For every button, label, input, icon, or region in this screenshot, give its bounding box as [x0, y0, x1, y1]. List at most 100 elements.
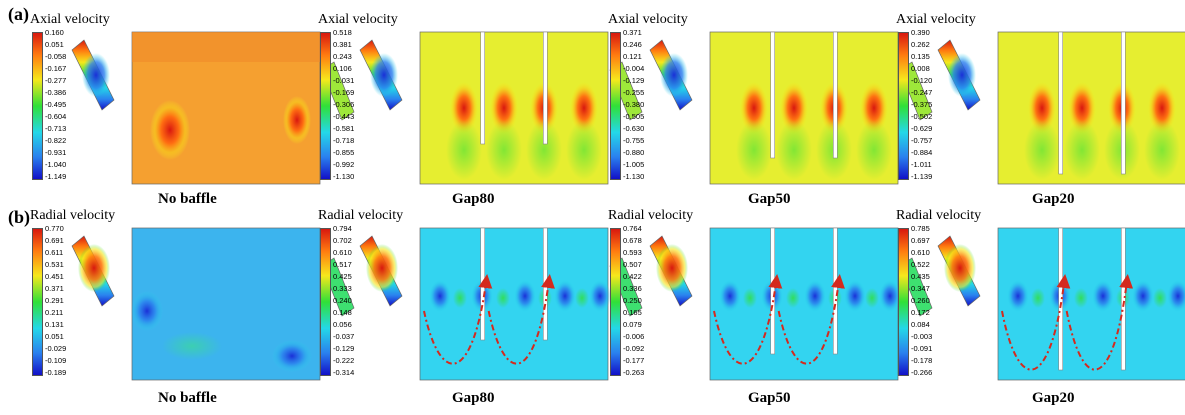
flow-region	[566, 120, 602, 180]
colorbar-tick-label: -0.992	[333, 160, 355, 169]
colorbar-tick-label: -0.263	[623, 368, 645, 377]
panel-axial-gap80: Axial velocity 0.518 0.381 0.243 0.106 -0.031…	[318, 12, 643, 202]
colorbar-tick-label: 0.764	[623, 224, 642, 233]
colorbar-tick-label: -0.443	[333, 112, 355, 121]
colorbar-tick-label: 0.135	[911, 52, 930, 61]
colorbar-tick-label: -0.306	[333, 100, 355, 109]
colorbar-tick-label: -0.277	[45, 76, 67, 85]
colorbar-tick-label: 0.531	[45, 260, 64, 269]
colorbar-tick-label: -0.718	[333, 136, 355, 145]
colorbar-tick-label: -0.037	[333, 332, 355, 341]
flow-region	[1153, 288, 1167, 308]
colorbar-tick-label: -0.630	[623, 124, 645, 133]
inlet-jet	[82, 53, 110, 97]
colorbar-tick-label: 0.371	[623, 28, 642, 37]
colorbar-tick-label: -1.005	[623, 160, 645, 169]
colorbar	[320, 228, 331, 376]
colorbar-tick-label: 0.691	[45, 236, 64, 245]
colorbar-tick-label: 0.610	[911, 248, 930, 257]
colorbar-tick-label: 0.381	[333, 40, 352, 49]
flow-region	[1144, 120, 1180, 180]
flow-region	[162, 332, 222, 360]
colorbar-tick-label: -0.058	[45, 52, 67, 61]
colorbar-tick-label: 0.333	[333, 284, 352, 293]
baffle	[770, 31, 775, 159]
panel-radial-none: Radial velocity 0.770 0.691 0.611 0.531 0.451…	[30, 208, 355, 398]
row-label-b: (b)	[8, 207, 30, 227]
colorbar-tick-label: -0.375	[911, 100, 933, 109]
vortex-core	[1132, 280, 1154, 312]
flow-region	[575, 288, 589, 308]
vortex-core	[131, 291, 163, 331]
tank-domain	[997, 227, 1185, 381]
vortex-core	[719, 280, 741, 312]
inlet-jet	[944, 244, 976, 292]
vortex-core	[844, 280, 866, 312]
contour-plot	[937, 216, 1185, 386]
colorbar-tick-label: -0.884	[911, 148, 933, 157]
colorbar-tick-label: 0.507	[623, 260, 642, 269]
baffle	[833, 31, 838, 159]
color-legend: 0.160 0.051 -0.058 -0.167 -0.277 -0.386 -0.495…	[32, 29, 84, 182]
panel-caption: Gap20	[1032, 390, 1075, 406]
panel-axial-none: Axial velocity 0.160 0.051 -0.058 -0.167 -0.2…	[30, 12, 355, 202]
colorbar-tick-label: 0.121	[623, 52, 642, 61]
colorbar-tick-label: 0.165	[623, 308, 642, 317]
colorbar	[32, 32, 43, 180]
colorbar-tick-label: -0.502	[911, 112, 933, 121]
panel-radial-gap50: Radial velocity 0.764 0.678 0.593 0.507 0.422…	[608, 208, 933, 398]
baffle	[480, 31, 485, 145]
colorbar-tick-label: 0.347	[911, 284, 930, 293]
colorbar-tick-label: 0.131	[45, 320, 64, 329]
vortex-core	[150, 100, 190, 160]
vortex-core	[780, 82, 808, 134]
panel-radial-gap80: Radial velocity 0.794 0.702 0.610 0.517 0.425…	[318, 208, 643, 398]
vortex-core	[1028, 82, 1056, 134]
flow-arrow	[487, 274, 555, 365]
color-legend: 0.785 0.697 0.610 0.522 0.435 0.347 0.260 0.172…	[898, 225, 950, 378]
vortex-core	[740, 82, 768, 134]
colorbar-tick-label: 0.148	[333, 308, 352, 317]
colorbar-tick-label: 0.678	[623, 236, 642, 245]
vortex-core	[804, 280, 826, 312]
colorbar-tick-label: 0.371	[45, 284, 64, 293]
vortex-core	[1167, 280, 1185, 312]
colorbar-tick-label: -0.880	[623, 148, 645, 157]
colorbar-tick-label: 0.051	[45, 40, 64, 49]
colorbar-tick-label: 0.336	[623, 284, 642, 293]
flow-arrow	[1065, 274, 1134, 371]
vortex-core	[1068, 82, 1096, 134]
colorbar-tick-label: 0.593	[623, 248, 642, 257]
flow-region	[486, 120, 522, 180]
panel-title: Radial velocity	[318, 208, 404, 223]
color-legend: 0.518 0.381 0.243 0.106 -0.031 -0.169 -0.306 -0…	[320, 29, 372, 182]
panel-title: Axial velocity	[896, 12, 976, 27]
colorbar-tick-label: 0.211	[45, 308, 64, 317]
vortex-core	[570, 82, 598, 134]
colorbar	[898, 228, 909, 376]
colorbar-tick-label: 0.517	[333, 260, 352, 269]
colorbar-tick-label: -0.129	[623, 76, 645, 85]
colorbar-tick-label: 0.425	[333, 272, 352, 281]
flow-region	[865, 288, 879, 308]
panel-title: Radial velocity	[608, 208, 694, 223]
colorbar-tick-label: 0.610	[333, 248, 352, 257]
colorbar-tick-label: 0.291	[45, 296, 64, 305]
color-legend: 0.371 0.246 0.121 -0.004 -0.129 -0.255 -0.380 -…	[610, 28, 662, 182]
colorbar-tick-label: -0.222	[333, 356, 355, 365]
colorbar-tick-label: 0.702	[333, 236, 352, 245]
colorbar-tick-label: 0.260	[911, 296, 930, 305]
colorbar-tick-label: -0.822	[45, 136, 67, 145]
flow-region	[776, 120, 812, 180]
colorbar-tick-label: 0.172	[911, 308, 930, 317]
colorbar-tick-label: -0.031	[333, 76, 355, 85]
colorbar-tick-label: 0.246	[623, 40, 642, 49]
colorbar-tick-label: -0.189	[45, 368, 67, 377]
vortex-core	[1007, 280, 1029, 312]
colorbar-tick-label: -0.757	[911, 136, 933, 145]
colorbar	[610, 32, 621, 180]
flow-region	[446, 120, 482, 180]
flow-arrow	[1001, 274, 1071, 371]
panel-axial-gap50: Axial velocity 0.371 0.246 0.121 -0.004 -0.12…	[608, 12, 933, 202]
panel-caption: Gap50	[748, 191, 791, 207]
